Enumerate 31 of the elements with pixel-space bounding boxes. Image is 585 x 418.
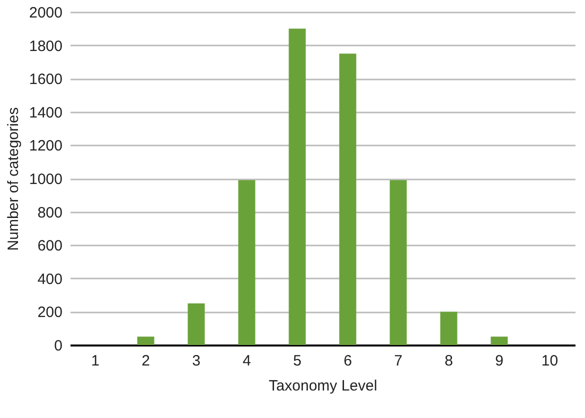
x-tick-label: 7 — [394, 352, 402, 370]
y-tick-label: 800 — [37, 204, 62, 222]
y-tick-label: 600 — [37, 238, 62, 255]
bar — [390, 180, 407, 345]
bar — [339, 54, 356, 345]
x-tick-label: 3 — [192, 352, 200, 370]
y-tick-label: 1600 — [29, 71, 62, 88]
bar — [440, 312, 458, 345]
x-tick-label: 4 — [242, 352, 251, 370]
y-tick-label: 1200 — [29, 138, 62, 155]
bar — [288, 28, 306, 345]
y-tick-label: 1000 — [29, 171, 62, 188]
x-tick-label: 2 — [142, 352, 150, 370]
y-tick-label: 1800 — [29, 38, 62, 55]
bar — [238, 180, 256, 345]
x-tick-label: 6 — [344, 352, 352, 370]
x-tick-label: 1 — [91, 352, 100, 370]
y-tick-label: 1400 — [29, 104, 62, 122]
y-tick-label: 2000 — [29, 4, 62, 22]
x-tick-label: 9 — [495, 352, 504, 370]
x-tick-label: 5 — [293, 352, 302, 370]
y-tick-label: 400 — [37, 270, 62, 288]
x-tick-label: 8 — [444, 352, 453, 370]
x-tick-label: 10 — [541, 352, 558, 370]
x-axis-title: Taxonomy Level — [268, 378, 378, 394]
bar — [188, 303, 205, 345]
y-tick-label: 0 — [54, 338, 62, 354]
bar — [137, 336, 154, 345]
y-tick-label: 200 — [37, 304, 62, 322]
bar — [490, 336, 508, 345]
y-axis-title: Number of categories — [5, 107, 22, 251]
